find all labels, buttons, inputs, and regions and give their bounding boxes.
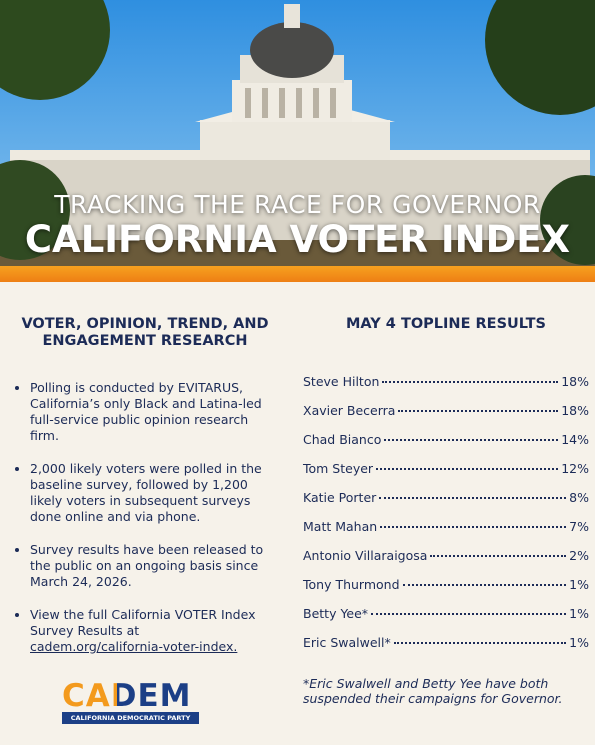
bullet: Polling is conducted by EVITARUS, Califo… [30, 380, 276, 444]
dot-leader [376, 468, 559, 470]
accent-band [0, 266, 595, 282]
results-heading: MAY 4 TOPLINE RESULTS [346, 316, 546, 332]
result-row: Matt Mahan 7% [303, 519, 589, 548]
result-row: Xavier Becerra 18% [303, 403, 589, 432]
candidate-name: Eric Swalwell* [303, 635, 391, 650]
candidate-percent: 1% [569, 577, 589, 592]
candidate-percent: 8% [569, 490, 589, 505]
dot-leader [402, 584, 567, 586]
result-row: Katie Porter 8% [303, 490, 589, 519]
dot-leader [398, 410, 559, 412]
link[interactable]: cadem.org/california-voter-index. [30, 639, 238, 654]
candidate-percent: 18% [561, 374, 589, 389]
bullet-list: Polling is conducted by EVITARUS, Califo… [14, 380, 276, 655]
candidate-name: Tom Steyer [303, 461, 374, 476]
candidate-name: Matt Mahan [303, 519, 378, 534]
bullet: View the full California VOTER Index Sur… [30, 607, 276, 655]
title: CALIFORNIA VOTER INDEX [24, 218, 571, 261]
dot-leader [384, 439, 559, 441]
result-row: Steve Hilton 18% [303, 374, 589, 403]
candidate-name: Antonio Villaraigosa [303, 548, 428, 563]
candidate-percent: 1% [569, 606, 589, 621]
candidate-percent: 7% [569, 519, 589, 534]
candidate-name: Chad Bianco [303, 432, 382, 447]
candidate-percent: 12% [561, 461, 589, 476]
left-column: VOTER, OPINION, TREND, AND ENGAGEMENT RE… [14, 316, 276, 672]
result-row: Tony Thurmond 1% [303, 577, 589, 606]
dot-leader [380, 526, 567, 528]
candidate-name: Steve Hilton [303, 374, 380, 389]
logo-name: CADEM [62, 680, 199, 712]
candidate-name: Katie Porter [303, 490, 377, 505]
hero-image [0, 0, 595, 266]
bullet: Survey results have been released to the… [30, 542, 276, 590]
candidate-name: Tony Thurmond [303, 577, 400, 592]
results-list: Steve Hilton 18% Xavier Becerra 18% Chad Bia… [303, 374, 589, 664]
footnote: *Eric Swalwell and Betty Yee have both s… [303, 676, 563, 706]
candidate-percent: 18% [561, 403, 589, 418]
logo-tagline: CALIFORNIA DEMOCRATIC PARTY [62, 712, 199, 724]
candidate-percent: 1% [569, 635, 589, 650]
logo: CADEM CALIFORNIA DEMOCRATIC PARTY [62, 680, 199, 724]
candidate-name: Betty Yee* [303, 606, 369, 621]
dot-leader [379, 497, 567, 499]
candidate-percent: 14% [561, 432, 589, 447]
candidate-name: Xavier Becerra [303, 403, 396, 418]
subtitle: TRACKING THE RACE FOR GOVERNOR [54, 190, 541, 219]
dot-leader [430, 555, 567, 557]
dot-leader [371, 613, 567, 615]
dot-leader [382, 381, 559, 383]
result-row: Antonio Villaraigosa 2% [303, 548, 589, 577]
bullet-text: View the full California VOTER Index Sur… [30, 607, 256, 638]
right-column: MAY 4 TOPLINE RESULTS Steve Hilton 18% Xav… [303, 316, 589, 706]
left-heading: VOTER, OPINION, TREND, AND ENGAGEMENT RE… [21, 316, 269, 349]
result-row: Betty Yee* 1% [303, 606, 589, 635]
result-row: Eric Swalwell* 1% [303, 635, 589, 664]
bullet: 2,000 likely voters were polled in the b… [30, 461, 276, 525]
candidate-percent: 2% [569, 548, 589, 563]
dot-leader [393, 642, 567, 644]
result-row: Tom Steyer 12% [303, 461, 589, 490]
result-row: Chad Bianco 14% [303, 432, 589, 461]
